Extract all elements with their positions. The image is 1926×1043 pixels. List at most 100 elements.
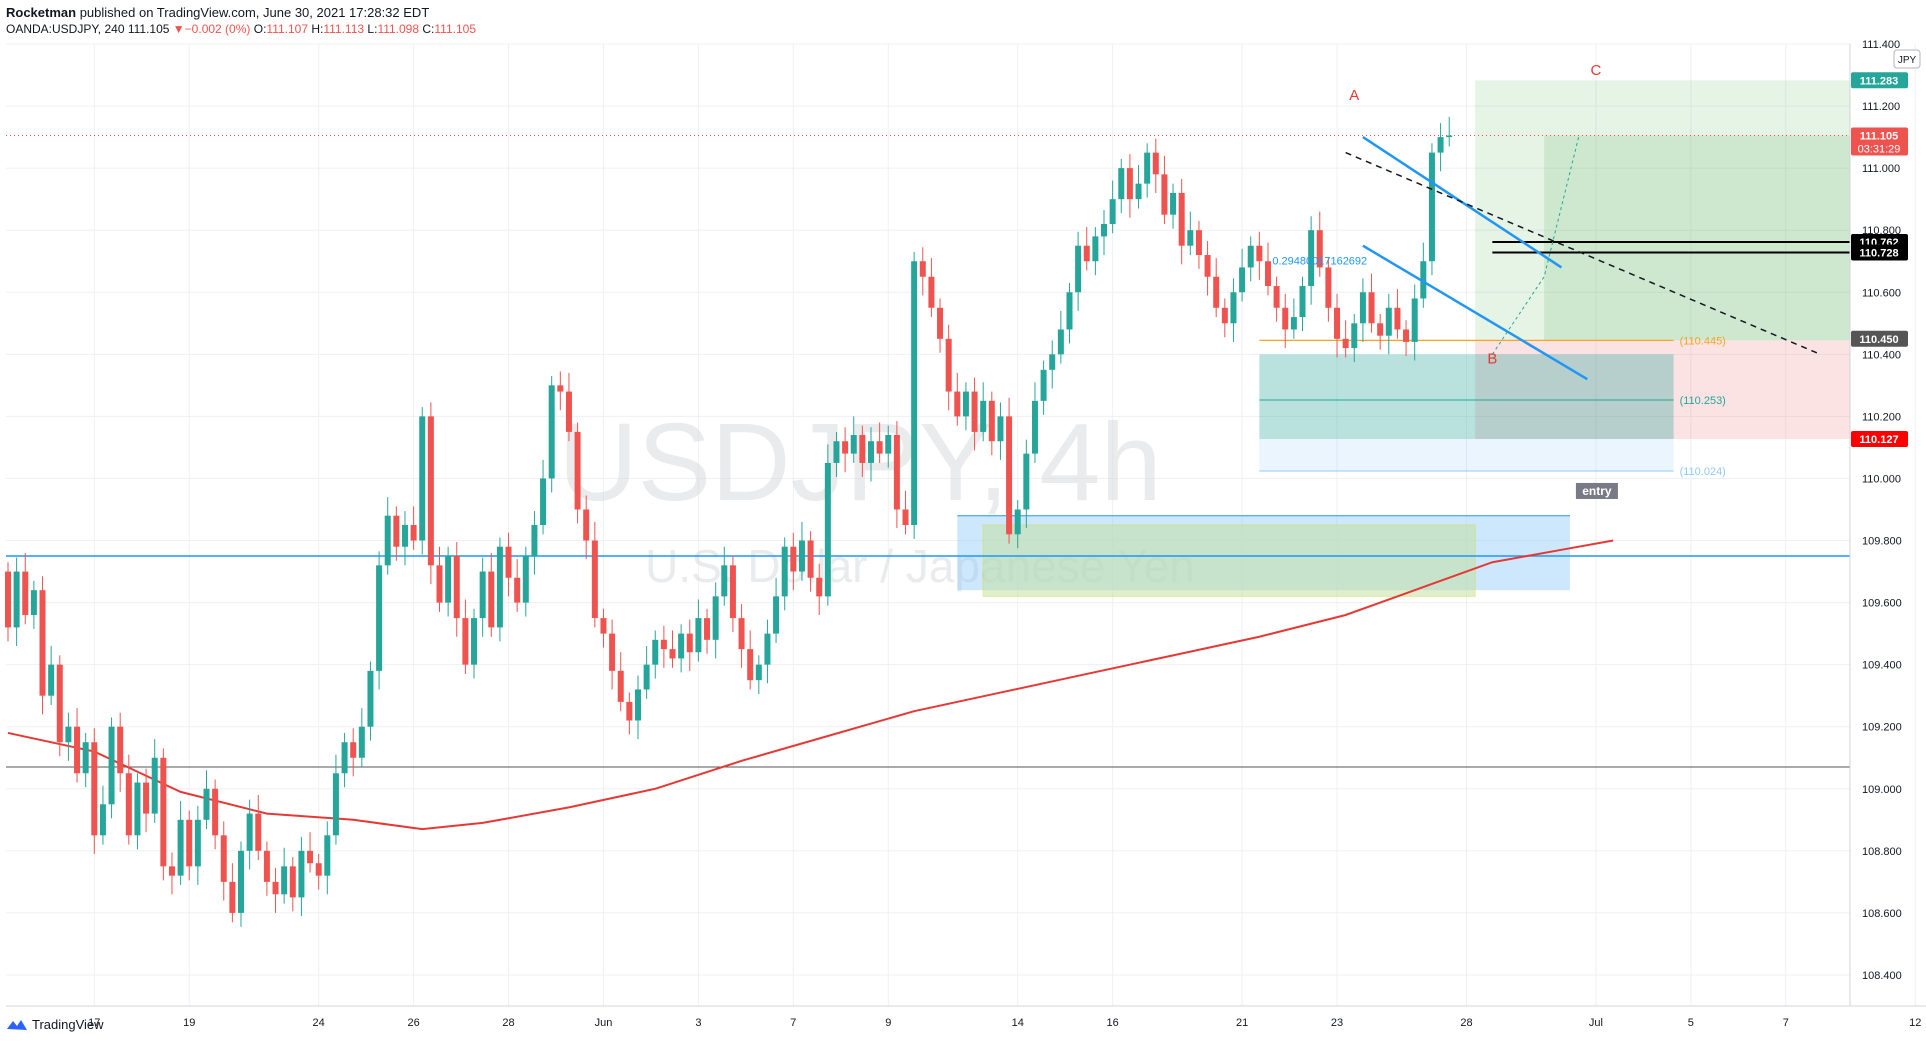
plot-area[interactable] — [6, 44, 1850, 1006]
publish-text: published on TradingView.com, June 30, 2… — [79, 5, 430, 20]
candle — [1083, 227, 1090, 271]
candle — [652, 630, 659, 679]
candle — [574, 422, 581, 524]
candle — [186, 810, 193, 881]
candle-body — [1403, 329, 1410, 342]
candle-body — [1385, 307, 1392, 336]
candle-body — [238, 850, 245, 913]
time-tick-label: 12 — [1909, 1017, 1921, 1029]
candle-body — [22, 571, 29, 615]
footer: TradingView — [6, 1017, 104, 1032]
tradingview-logo-icon — [7, 1019, 27, 1030]
candle — [1213, 258, 1220, 318]
candle — [5, 562, 11, 642]
candle-body — [65, 726, 72, 743]
projection-line[interactable] — [1491, 136, 1580, 355]
grid — [6, 43, 1916, 1006]
candle-body — [1195, 230, 1202, 256]
price-tick-label: 111.400 — [1862, 39, 1900, 51]
candle-body — [695, 618, 702, 653]
wave-label: A — [1349, 87, 1359, 104]
candle — [1308, 216, 1315, 305]
candle — [376, 551, 383, 690]
price-label-box — [1851, 431, 1908, 448]
candle-body — [1446, 135, 1453, 138]
candle-body — [272, 881, 279, 895]
price-tick-label: 108.600 — [1862, 908, 1902, 920]
candle-body — [781, 546, 788, 597]
candle-body — [168, 866, 175, 876]
profit-zone — [1544, 135, 1850, 341]
candle — [1428, 143, 1435, 276]
candle-body — [1308, 230, 1315, 287]
price-tick-label: 109.400 — [1862, 660, 1902, 672]
candle-body — [419, 416, 426, 541]
price-axis[interactable]: 108.400 108.600 108.800 109.000 109.200 109.4… — [1862, 39, 1902, 982]
candle-body — [1178, 192, 1185, 246]
candle — [1204, 241, 1211, 296]
candle — [496, 537, 503, 642]
symbol-label[interactable]: OANDA:USDJPY, 240 — [6, 22, 125, 36]
candle — [1368, 273, 1375, 333]
candle-body — [99, 804, 106, 836]
price-tick-label: 109.800 — [1862, 536, 1902, 548]
channel-lower-line[interactable] — [1362, 244, 1588, 381]
price-tick-label: 108.800 — [1862, 846, 1902, 858]
candle-body — [816, 577, 823, 597]
candle-body — [30, 590, 37, 615]
candle — [367, 661, 374, 741]
candle — [660, 625, 667, 668]
candle — [143, 768, 150, 833]
dashed-trend-line[interactable] — [1345, 151, 1821, 356]
candle — [427, 402, 434, 584]
candle-body — [298, 850, 305, 898]
candle — [1316, 211, 1323, 277]
candle — [74, 708, 81, 783]
candle-body — [134, 782, 141, 836]
candle — [419, 407, 426, 555]
time-tick-label: 7 — [1783, 1017, 1789, 1029]
candle-body — [824, 462, 831, 597]
candle — [436, 546, 443, 612]
footer-brand[interactable]: TradingView — [32, 1017, 104, 1032]
candle — [134, 773, 141, 850]
currency-badge[interactable]: JPY — [1893, 49, 1921, 69]
candle-body — [1411, 298, 1418, 342]
candle — [125, 754, 132, 845]
candle — [816, 563, 823, 615]
candle — [505, 532, 512, 597]
level-label: (110.253) — [1680, 395, 1726, 407]
candle — [919, 247, 926, 296]
candle-body — [1152, 152, 1159, 175]
candle-body — [962, 391, 969, 417]
time-tick-label: 17 — [88, 1017, 100, 1029]
candle — [307, 832, 314, 873]
candle — [721, 546, 728, 606]
candle — [238, 841, 245, 927]
candle-body — [531, 525, 538, 557]
candle-body — [721, 565, 728, 597]
author-name[interactable]: Rocketman — [6, 5, 77, 20]
open-label: O: — [253, 22, 267, 36]
candle — [626, 692, 633, 735]
candle-body — [850, 435, 857, 454]
candle-body — [997, 416, 1004, 442]
candle — [91, 728, 98, 854]
candle-body — [919, 261, 926, 277]
time-tick-label: 28 — [1460, 1017, 1472, 1029]
candle — [1161, 155, 1168, 224]
time-axis[interactable]: 17 19 24 26 28 Jun 3 7 9 14 16 21 23 28 Jul 5 7 12 — [88, 1017, 1921, 1029]
candles — [5, 116, 1453, 927]
candle-body — [376, 565, 383, 671]
candle — [82, 732, 89, 788]
price-tick-label: 110.400 — [1862, 349, 1901, 361]
stop-zone — [1475, 340, 1850, 440]
price-tick-label: 111.000 — [1862, 163, 1900, 175]
candle — [341, 732, 348, 788]
drawings[interactable] — [1345, 136, 1821, 381]
candle-body — [1377, 323, 1384, 336]
high-value: 111.113 — [323, 22, 365, 36]
candle — [1049, 340, 1056, 389]
candle-body — [289, 866, 296, 898]
